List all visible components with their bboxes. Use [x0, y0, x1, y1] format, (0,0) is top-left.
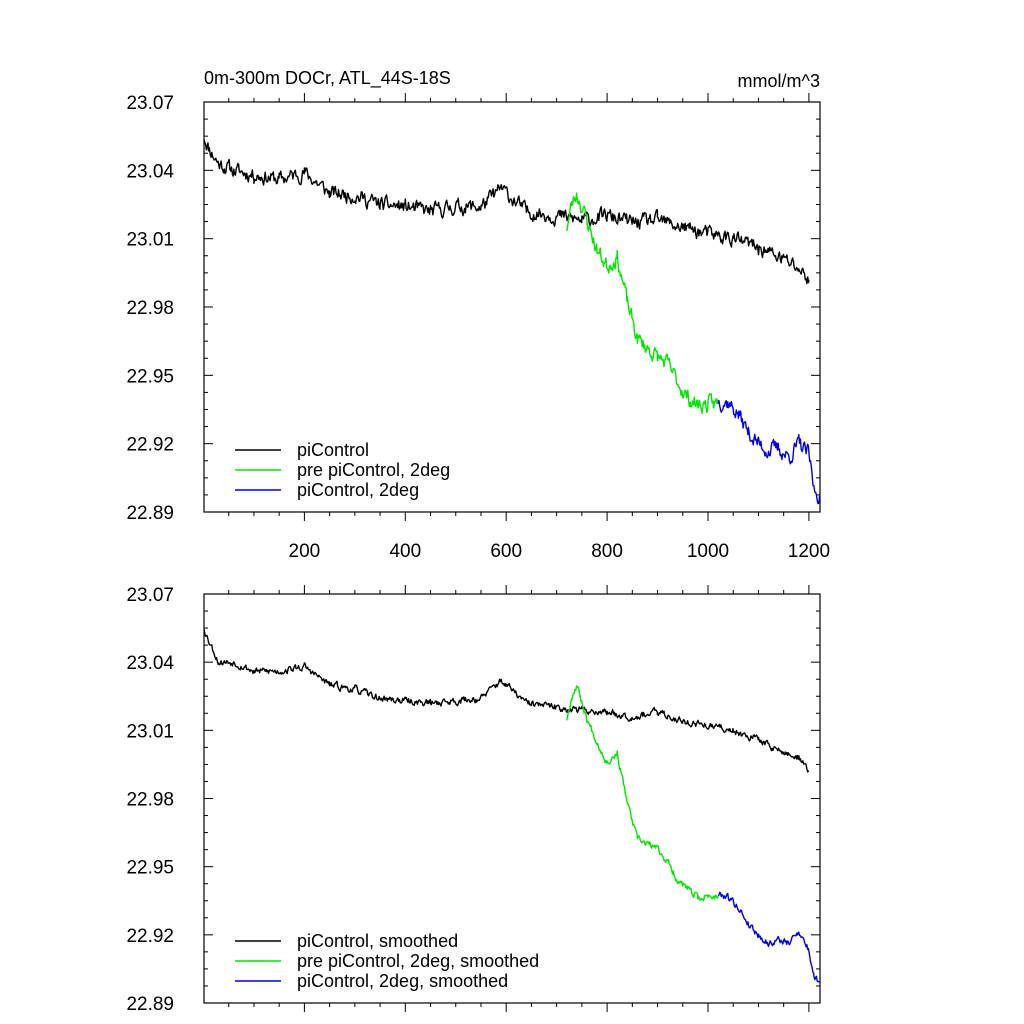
x-tick-label: 400	[389, 541, 421, 562]
x-tick-label: 1200	[788, 541, 830, 562]
series-line-picontrol	[203, 139, 810, 285]
y-tick-label: 23.07	[126, 585, 174, 606]
legend-label: piControl, 2deg, smoothed	[297, 971, 508, 991]
y-tick-label: 22.95	[126, 858, 174, 879]
series-line-picontrol-2deg	[717, 399, 821, 505]
x-tick-label: 800	[591, 541, 623, 562]
y-tick-label: 22.98	[126, 790, 174, 811]
legend-label: pre piControl, 2deg	[297, 460, 450, 480]
bottom-panel: 23.07 23.04 23.01 22.98 22.95 22.92 22.89 piCon…	[126, 585, 821, 1015]
legend-label: piControl	[297, 440, 369, 460]
chart-title: 0m-300m DOCr, ATL_44S-18S	[204, 68, 451, 89]
y-tick-label: 22.89	[126, 503, 174, 524]
y-tick-label: 23.01	[126, 721, 174, 742]
y-tick-label: 22.98	[126, 298, 174, 319]
y-tick-label: 22.92	[126, 926, 174, 947]
y-tick-label: 22.89	[126, 994, 174, 1015]
legend-label: piControl, 2deg	[297, 480, 419, 500]
series-line-pre-picontrol-2deg-smoothed	[566, 685, 719, 902]
legend-label: pre piControl, 2deg, smoothed	[297, 951, 539, 971]
units-label: mmol/m^3	[738, 71, 820, 91]
top-panel: 23.07 23.04 23.01 22.98 22.95 22.92 22.89 200 40…	[126, 93, 830, 562]
x-tick-label: 600	[490, 541, 522, 562]
y-tick-label: 22.92	[126, 435, 174, 456]
series-line-picontrol-2deg-smoothed	[718, 891, 821, 983]
series-line-picontrol-smoothed	[203, 629, 810, 773]
y-tick-label: 23.07	[126, 93, 174, 114]
y-tick-label: 23.01	[126, 230, 174, 251]
y-tick-label: 22.95	[126, 366, 174, 387]
x-tick-label: 1000	[687, 541, 729, 562]
y-tick-label: 23.04	[126, 653, 174, 674]
y-tick-label: 23.04	[126, 161, 174, 182]
series-line-pre-picontrol-2deg	[566, 192, 719, 414]
x-tick-label: 200	[289, 541, 321, 562]
legend-label: piControl, smoothed	[297, 931, 458, 951]
